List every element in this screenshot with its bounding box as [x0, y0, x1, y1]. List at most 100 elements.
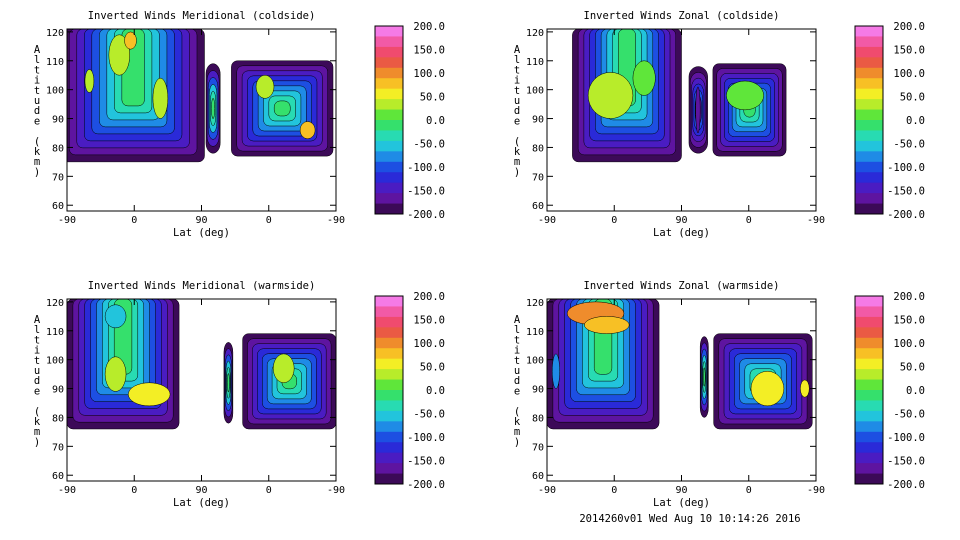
- colorbar-swatch: [375, 151, 403, 163]
- x-tick-label: -90: [807, 215, 825, 226]
- y-axis-label-char: t: [34, 64, 40, 76]
- y-tick-label: 100: [526, 86, 544, 97]
- run-timestamp: 2014260v01 Wed Aug 10 10:14:26 2016: [579, 513, 801, 525]
- colorbar-swatch: [375, 161, 403, 173]
- y-tick-label: 100: [526, 356, 544, 367]
- colorbar-swatch: [375, 193, 403, 204]
- panel-1: -90 0 90 0 -90 60 70 80 90 100 110 120 Inverted Wind…: [34, 10, 445, 239]
- colorbar-swatch: [855, 182, 883, 194]
- x-tick-label: 0: [266, 485, 272, 496]
- core-2: [632, 60, 656, 96]
- colorbar-tick-label: -100.0: [887, 432, 925, 444]
- core-4: [695, 86, 701, 134]
- colorbar-tick-label: 100.0: [893, 338, 925, 350]
- chart-title: Inverted Winds Zonal (warmside): [584, 280, 780, 292]
- y-tick-label: 120: [46, 298, 64, 309]
- y-axis-label-char: k: [514, 416, 521, 428]
- colorbar-swatch: [375, 379, 403, 391]
- colorbar-swatch: [375, 67, 403, 79]
- core-2: [124, 31, 137, 50]
- colorbar-swatch: [855, 473, 883, 485]
- colorbar-swatch: [855, 327, 883, 339]
- colorbar-swatch: [855, 88, 883, 100]
- colorbar-swatch: [375, 431, 403, 443]
- x-tick-label: -90: [58, 485, 76, 496]
- core-5: [551, 353, 560, 389]
- colorbar-swatch: [855, 379, 883, 391]
- chart-title: Inverted Winds Meridional (coldside): [88, 10, 316, 22]
- y-axis-label-char: e: [514, 385, 520, 397]
- colorbar-tick-label: -100.0: [407, 432, 445, 444]
- y-tick-label: 70: [532, 442, 544, 453]
- colorbar-swatch: [375, 78, 403, 90]
- colorbar-swatch: [855, 400, 883, 412]
- colorbar-tick-label: -50.0: [413, 139, 445, 151]
- y-axis-label-char: e: [34, 115, 40, 127]
- y-axis-label-char: k: [34, 416, 41, 428]
- y-tick-label: 90: [532, 115, 544, 126]
- colorbar-swatch: [855, 452, 883, 464]
- colorbar-swatch: [855, 421, 883, 433]
- x-tick-label: -90: [58, 215, 76, 226]
- colorbar-tick-label: -200.0: [407, 479, 445, 491]
- core-3: [750, 370, 785, 407]
- colorbar-swatch: [375, 120, 403, 131]
- colorbar-swatch: [855, 316, 883, 328]
- colorbar-tick-label: -50.0: [413, 409, 445, 421]
- y-tick-label: 70: [532, 172, 544, 183]
- colorbar-swatch: [375, 369, 403, 380]
- y-axis-label-char: d: [514, 105, 520, 117]
- colorbar-swatch: [375, 140, 403, 152]
- y-tick-label: 60: [532, 471, 544, 482]
- y-axis-label-char: e: [34, 385, 40, 397]
- contour-field: [572, 29, 787, 163]
- core-3: [726, 80, 764, 111]
- x-tick-label: 0: [131, 215, 137, 226]
- colorbar-swatch: [855, 358, 883, 370]
- y-axis-label-char: k: [514, 146, 521, 158]
- y-axis-label-char: k: [34, 146, 41, 158]
- y-tick-label: 80: [52, 143, 64, 154]
- colorbar-swatch: [375, 400, 403, 412]
- y-tick-label: 60: [52, 471, 64, 482]
- core-2: [584, 316, 630, 334]
- y-axis-label-char: ): [514, 436, 520, 448]
- y-tick-label: 110: [526, 327, 544, 338]
- colorbar-tick-label: 50.0: [420, 92, 445, 104]
- y-tick-label: 90: [52, 115, 64, 126]
- colorbar-tick-label: -200.0: [407, 209, 445, 221]
- colorbar-swatch: [855, 203, 883, 215]
- y-tick-label: 70: [52, 442, 64, 453]
- y-axis-label-char: l: [514, 54, 520, 66]
- y-axis-label-char: d: [34, 375, 40, 387]
- colorbar-swatch: [855, 172, 883, 184]
- colorbar-tick-label: 100.0: [893, 68, 925, 80]
- colorbar-swatch: [375, 172, 403, 184]
- colorbar-swatch: [375, 463, 403, 474]
- colorbar-swatch: [375, 99, 403, 110]
- colorbar-swatch: [375, 473, 403, 485]
- colorbar-tick-label: 100.0: [413, 68, 445, 80]
- y-axis-label-char: u: [34, 365, 40, 377]
- colorbar-tick-label: -150.0: [407, 456, 445, 468]
- colorbar-swatch: [855, 26, 883, 37]
- colorbar-tick-label: -150.0: [887, 186, 925, 198]
- colorbar-swatch: [855, 431, 883, 443]
- region-2-level-5: [227, 373, 230, 393]
- y-axis-label-char: m: [34, 156, 40, 168]
- y-axis-label-char: (: [34, 136, 40, 148]
- colorbar-swatch: [855, 161, 883, 173]
- colorbar-tick-label: 150.0: [413, 315, 445, 327]
- y-axis-label-char: u: [34, 95, 40, 107]
- colorbar-tick-label: -50.0: [893, 409, 925, 421]
- colorbar-tick-label: 50.0: [900, 362, 925, 374]
- y-axis-label-char: e: [514, 115, 520, 127]
- colorbar-swatch: [375, 88, 403, 100]
- colorbar-swatch: [375, 296, 403, 307]
- x-axis-label: Lat (deg): [173, 497, 230, 509]
- colorbar: 200.0 150.0 100.0 50.0 0.0 -50.0 -100.0 -150.0 -…: [854, 291, 925, 491]
- x-tick-label: 90: [195, 215, 207, 226]
- x-tick-label: 0: [131, 485, 137, 496]
